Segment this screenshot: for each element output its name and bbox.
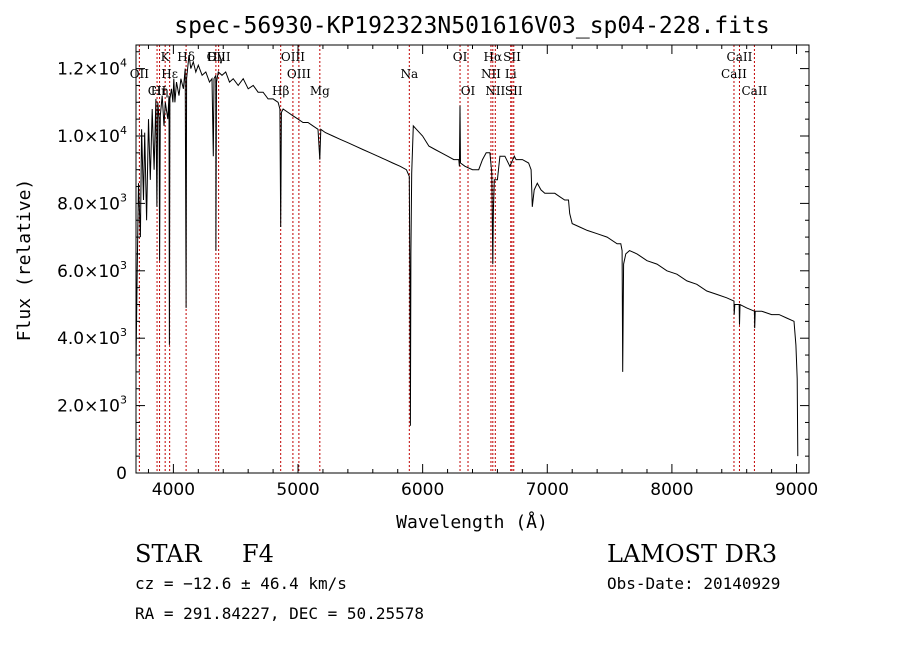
line-label-0: Hδ [177,50,195,64]
line-label-14: OI [461,84,476,98]
y-tick-label: 4.0×103 [57,326,127,349]
line-label-4: OII [130,67,150,81]
line-label-21: CaII [727,50,753,64]
line-label-13: OI [453,50,468,64]
line-label-7: Hη [151,84,169,98]
line-label-19: NII [485,84,505,98]
y-axis-label: Flux (relative) [14,179,35,342]
survey-label: LAMOST DR3 [607,540,778,568]
x-axis-label: Wavelength (Å) [396,511,548,533]
y-tick-mantissa: 0 [116,464,127,484]
y-tick-exponent: 3 [120,259,127,272]
chart-title: spec-56930-KP192323N501616V03_sp04-228.f… [174,13,769,39]
y-tick-exponent: 4 [120,57,127,70]
line-label-11: Mg [310,84,330,98]
line-label-2: Hγ [207,50,225,64]
ra-dec: RA = 291.84227, DEC = 50.25578 [135,604,424,623]
y-tick-mantissa: 1.0×10 [57,127,120,147]
line-label-6: CII [148,84,167,98]
line-label-18: Li [505,67,517,81]
y-tick-exponent: 3 [120,191,127,204]
x-tick-label: 4000 [152,480,195,500]
x-tick-label: 8000 [650,480,693,500]
line-label-8: OIII [281,50,305,64]
class-label: STAR [135,540,202,568]
line-label-12: Na [400,67,418,81]
y-tick-mantissa: 4.0×10 [57,329,120,349]
subclass-label: F4 [242,540,274,568]
cz-value: cz = −12.6 ± 46.4 km/s [135,574,347,593]
spectrum-chart: spec-56930-KP192323N501616V03_sp04-228.f… [14,13,818,533]
spectrum-line [135,55,799,457]
x-tick-label: 6000 [401,480,444,500]
y-tick-label: 6.0×103 [57,259,127,282]
line-label-10: Hβ [272,84,289,98]
y-tick-label: 0 [116,464,127,484]
line-label-9: OIII [287,67,311,81]
x-tick-label: 9000 [775,480,818,500]
y-tick-exponent: 3 [120,326,127,339]
y-tick-label: 1.0×104 [57,124,127,147]
y-tick-mantissa: 8.0×10 [57,194,120,214]
line-label-16: SII [503,50,521,64]
x-tick-label: 5000 [276,480,319,500]
plot-frame [135,44,810,474]
y-tick-mantissa: 6.0×10 [57,262,120,282]
line-label-23: CaII [741,84,767,98]
y-tick-mantissa: 1.2×10 [57,60,120,80]
line-label-5: Hε [161,67,178,81]
y-tick-exponent: 4 [120,124,127,137]
line-label-15: Hα [484,50,503,64]
y-tick-label: 8.0×103 [57,191,127,214]
line-label-3: OIII [207,50,231,64]
line-label-1: K [161,50,171,64]
y-tick-label: 2.0×103 [57,394,127,417]
line-label-20: SII [505,84,523,98]
y-tick-exponent: 3 [120,394,127,407]
x-tick-label: 7000 [526,480,569,500]
y-tick-label: 1.2×104 [57,57,127,80]
y-tick-mantissa: 2.0×10 [57,397,120,417]
obs-date: Obs-Date: 20140929 [607,574,781,593]
line-label-22: CaII [721,67,747,81]
line-label-17: NII [481,67,501,81]
